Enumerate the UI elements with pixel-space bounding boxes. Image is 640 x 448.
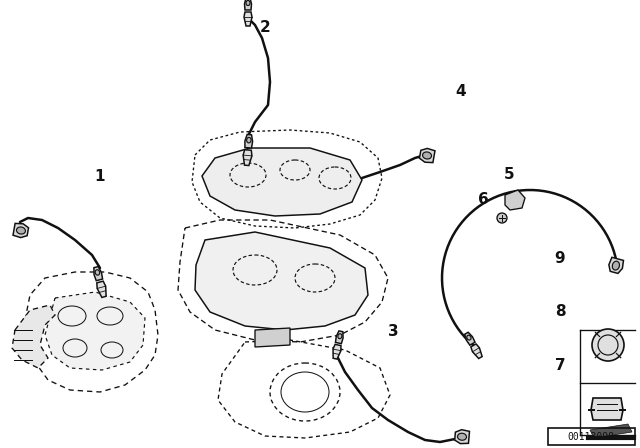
Polygon shape [255,328,290,347]
Ellipse shape [612,261,620,270]
Text: 9: 9 [555,251,565,267]
Ellipse shape [458,433,467,440]
Polygon shape [591,398,623,420]
Ellipse shape [17,227,26,234]
Polygon shape [202,148,362,216]
Polygon shape [244,12,252,26]
Text: 5: 5 [504,167,514,182]
Polygon shape [245,134,253,148]
Ellipse shape [422,152,431,159]
Polygon shape [454,430,470,444]
Ellipse shape [246,0,250,5]
Text: 8: 8 [555,304,565,319]
Polygon shape [333,345,341,359]
Polygon shape [97,281,106,297]
Polygon shape [505,190,525,210]
Circle shape [592,329,624,361]
Polygon shape [243,150,252,165]
Text: 7: 7 [555,358,565,373]
Polygon shape [195,232,368,330]
Text: 1: 1 [94,169,104,185]
Ellipse shape [95,270,100,275]
Polygon shape [45,292,145,370]
Polygon shape [609,257,623,273]
Text: 4: 4 [456,84,466,99]
Polygon shape [590,424,632,438]
Polygon shape [13,224,29,237]
Polygon shape [471,344,482,358]
Text: 6: 6 [478,192,488,207]
Ellipse shape [246,138,251,143]
Text: 00113098: 00113098 [568,432,614,442]
Text: 2: 2 [260,20,271,35]
Circle shape [497,213,507,223]
Ellipse shape [467,335,471,340]
Ellipse shape [338,334,342,339]
Polygon shape [94,267,102,281]
Polygon shape [244,0,252,10]
Polygon shape [335,331,343,344]
Polygon shape [419,148,435,163]
Polygon shape [465,332,475,345]
Text: 3: 3 [388,324,399,339]
Polygon shape [12,305,55,368]
